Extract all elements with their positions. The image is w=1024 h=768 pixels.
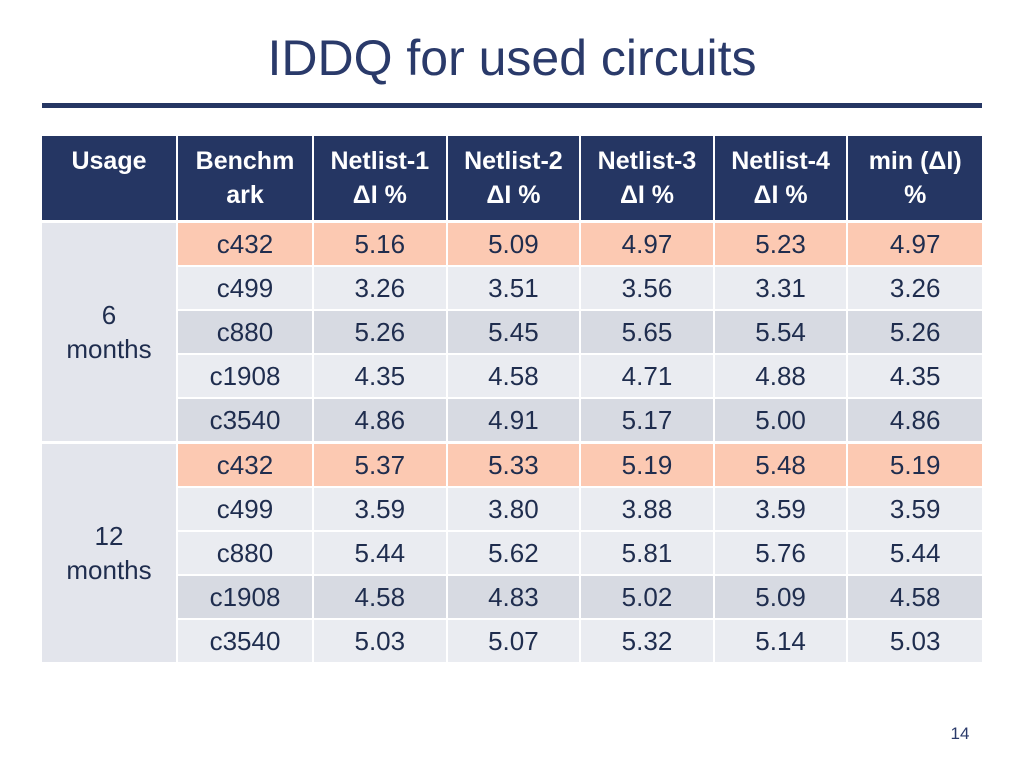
page-number: 14 xyxy=(950,724,970,743)
netlist-3-cell: 5.32 xyxy=(581,618,715,662)
min-cell: 3.59 xyxy=(848,486,982,530)
netlist-3-cell: 5.81 xyxy=(581,530,715,574)
table-row: c499 3.59 3.80 3.88 3.59 3.59 xyxy=(42,486,982,530)
min-cell: 4.35 xyxy=(848,353,982,397)
min-cell: 5.19 xyxy=(848,441,982,486)
table-row: c1908 4.58 4.83 5.02 5.09 4.58 xyxy=(42,574,982,618)
benchmark-cell: c880 xyxy=(178,309,314,353)
table-row: c499 3.26 3.51 3.56 3.31 3.26 xyxy=(42,265,982,309)
netlist-2-cell: 5.07 xyxy=(447,618,582,662)
benchmark-cell: c3540 xyxy=(178,397,314,441)
netlist-3-cell: 5.65 xyxy=(581,309,715,353)
netlist-1-cell: 4.58 xyxy=(314,574,448,618)
netlist-1-cell: 5.44 xyxy=(314,530,448,574)
netlist-4-cell: 3.59 xyxy=(714,486,849,530)
title-divider xyxy=(42,103,982,108)
table-row: c1908 4.35 4.58 4.71 4.88 4.35 xyxy=(42,353,982,397)
min-cell: 4.86 xyxy=(848,397,982,441)
usage-cell-6-months: 6 months xyxy=(42,220,178,441)
benchmark-cell: c432 xyxy=(178,441,314,486)
netlist-2-cell: 5.33 xyxy=(447,441,582,486)
netlist-4-cell: 4.88 xyxy=(714,353,849,397)
header-netlist-2: Netlist-2 ΔI % xyxy=(447,136,582,220)
header-netlist-3: Netlist-3 ΔI % xyxy=(581,136,715,220)
netlist-1-cell: 5.37 xyxy=(314,441,448,486)
table-row: c3540 5.03 5.07 5.32 5.14 5.03 xyxy=(42,618,982,662)
netlist-4-cell: 5.76 xyxy=(714,530,849,574)
netlist-1-cell: 3.26 xyxy=(314,265,448,309)
header-netlist-1: Netlist-1 ΔI % xyxy=(314,136,448,220)
iddq-table: Usage Benchm ark Netlist-1 ΔI % Netlist-2 Δ… xyxy=(42,136,982,662)
netlist-3-cell: 3.56 xyxy=(581,265,715,309)
netlist-3-cell: 5.19 xyxy=(581,441,715,486)
benchmark-cell: c432 xyxy=(178,220,314,265)
benchmark-cell: c1908 xyxy=(178,574,314,618)
min-cell: 5.03 xyxy=(848,618,982,662)
netlist-2-cell: 4.91 xyxy=(447,397,582,441)
netlist-4-cell: 5.09 xyxy=(714,574,849,618)
min-cell: 5.26 xyxy=(848,309,982,353)
benchmark-cell: c499 xyxy=(178,265,314,309)
min-cell: 3.26 xyxy=(848,265,982,309)
netlist-1-cell: 3.59 xyxy=(314,486,448,530)
min-cell: 4.97 xyxy=(848,220,982,265)
benchmark-cell: c1908 xyxy=(178,353,314,397)
netlist-4-cell: 5.23 xyxy=(714,220,849,265)
netlist-1-cell: 5.16 xyxy=(314,220,448,265)
table-row: c880 5.44 5.62 5.81 5.76 5.44 xyxy=(42,530,982,574)
benchmark-cell: c3540 xyxy=(178,618,314,662)
netlist-2-cell: 5.45 xyxy=(447,309,582,353)
min-cell: 5.44 xyxy=(848,530,982,574)
slide-title: IDDQ for used circuits xyxy=(267,30,757,86)
header-benchmark: Benchm ark xyxy=(178,136,314,220)
netlist-4-cell: 5.00 xyxy=(714,397,849,441)
netlist-3-cell: 5.17 xyxy=(581,397,715,441)
netlist-1-cell: 4.35 xyxy=(314,353,448,397)
netlist-2-cell: 5.09 xyxy=(447,220,582,265)
netlist-2-cell: 3.51 xyxy=(447,265,582,309)
netlist-3-cell: 4.97 xyxy=(581,220,715,265)
netlist-1-cell: 4.86 xyxy=(314,397,448,441)
netlist-3-cell: 4.71 xyxy=(581,353,715,397)
table-row: c3540 4.86 4.91 5.17 5.00 4.86 xyxy=(42,397,982,441)
benchmark-cell: c880 xyxy=(178,530,314,574)
netlist-4-cell: 5.54 xyxy=(714,309,849,353)
table-row: 6 months c432 5.16 5.09 4.97 5.23 4.97 xyxy=(42,220,982,441)
netlist-2-cell: 3.80 xyxy=(447,486,582,530)
netlist-3-cell: 5.02 xyxy=(581,574,715,618)
netlist-4-cell: 3.31 xyxy=(714,265,849,309)
header-netlist-4: Netlist-4 ΔI % xyxy=(714,136,849,220)
netlist-2-cell: 4.58 xyxy=(447,353,582,397)
netlist-1-cell: 5.26 xyxy=(314,309,448,353)
netlist-3-cell: 3.88 xyxy=(581,486,715,530)
min-cell: 4.58 xyxy=(848,574,982,618)
table-row: 12 months c432 5.37 5.33 5.19 5.48 5.19 xyxy=(42,441,982,662)
benchmark-cell: c499 xyxy=(178,486,314,530)
header-min: min (ΔI)% xyxy=(848,136,982,220)
table-header-row: Usage Benchm ark Netlist-1 ΔI % Netlist-2 Δ… xyxy=(42,136,982,220)
netlist-4-cell: 5.48 xyxy=(714,441,849,486)
usage-cell-12-months: 12 months xyxy=(42,441,178,662)
netlist-4-cell: 5.14 xyxy=(714,618,849,662)
table-row: c880 5.26 5.45 5.65 5.54 5.26 xyxy=(42,309,982,353)
netlist-1-cell: 5.03 xyxy=(314,618,448,662)
netlist-2-cell: 4.83 xyxy=(447,574,582,618)
netlist-2-cell: 5.62 xyxy=(447,530,582,574)
header-usage: Usage xyxy=(42,136,178,220)
